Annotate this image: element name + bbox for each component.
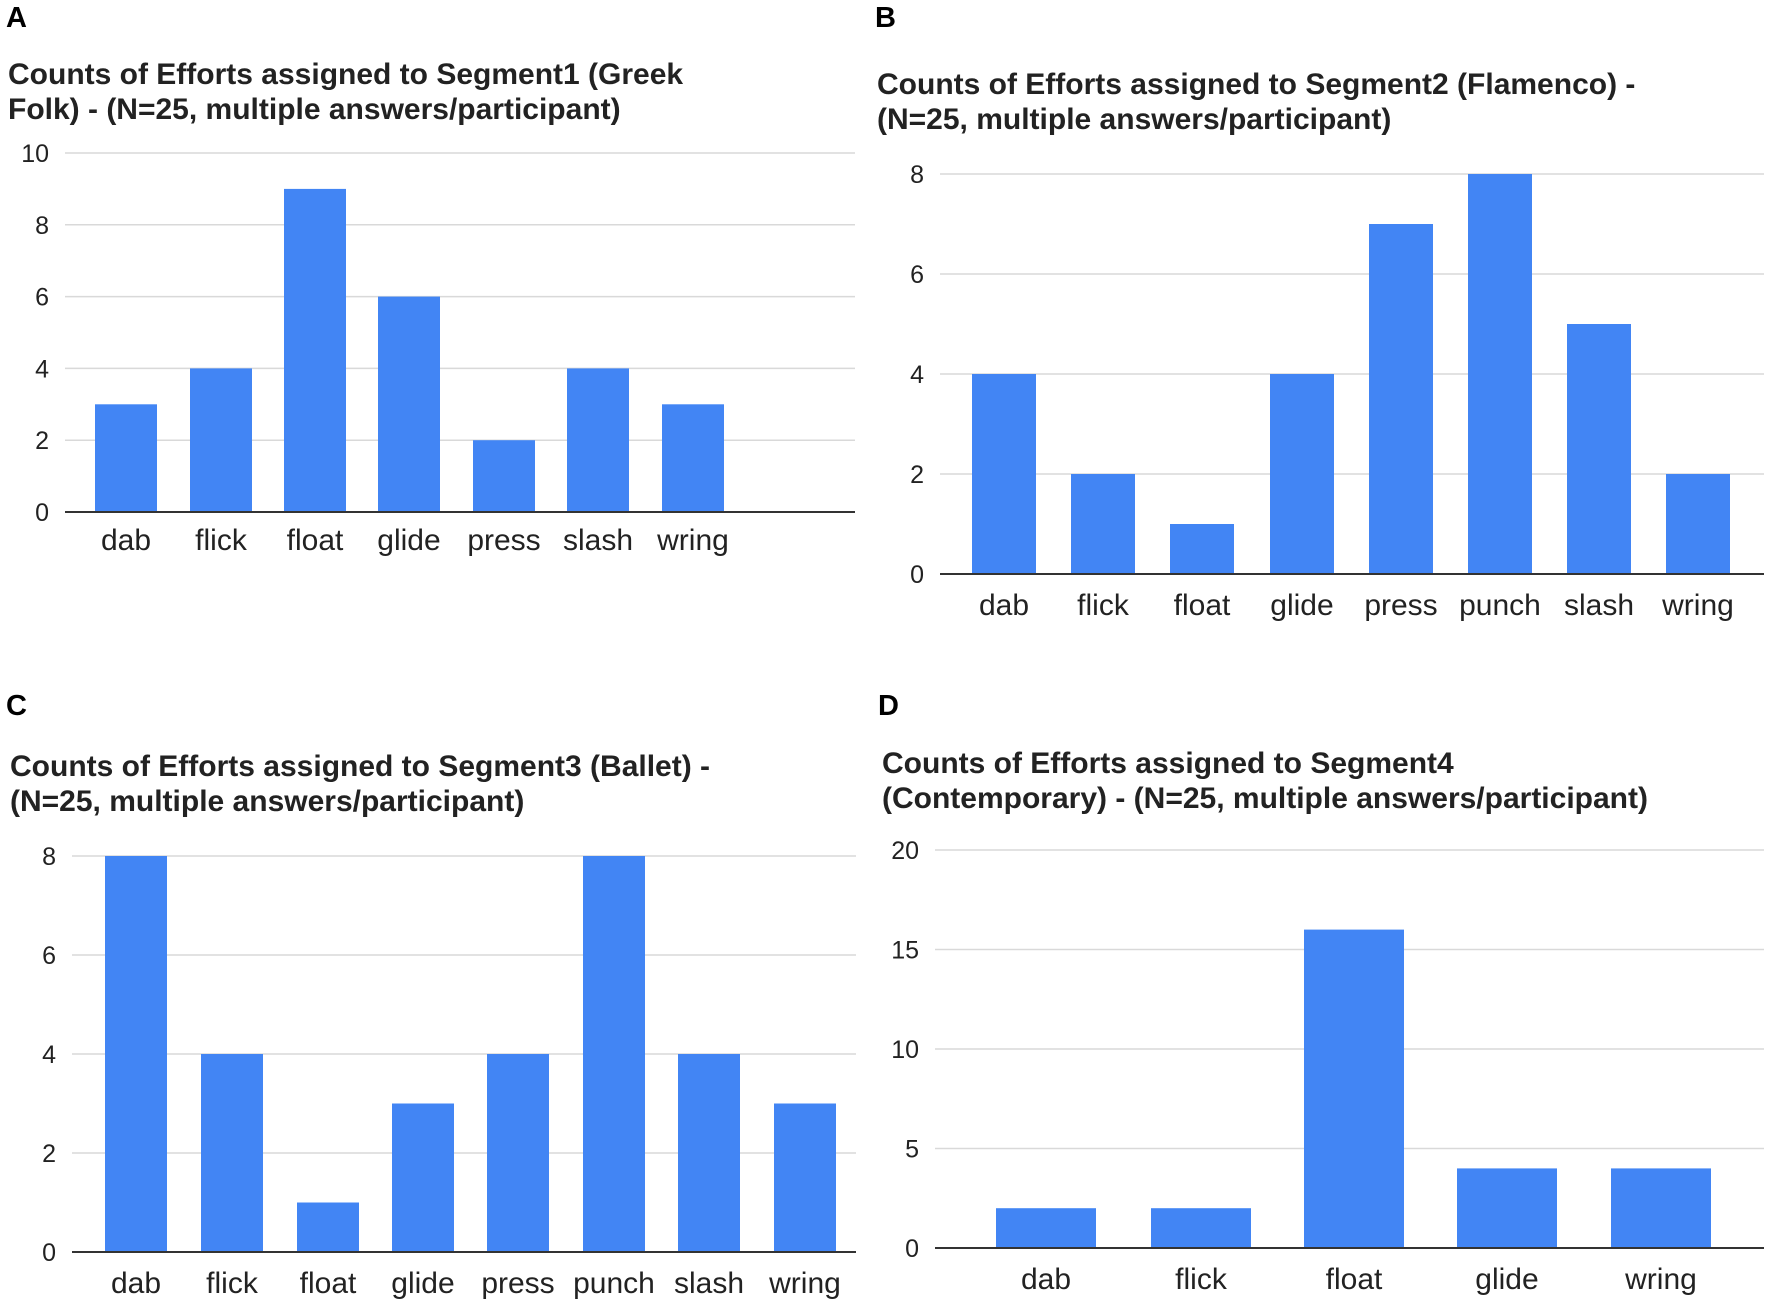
chart-title-b-line-1: Counts of Efforts assigned to Segment2 (… (877, 68, 1636, 101)
y-tick-label: 10 (891, 1036, 919, 1064)
x-tick-label: press (467, 524, 540, 557)
x-tick-label: punch (573, 1267, 655, 1300)
x-tick-label: wring (656, 524, 729, 557)
x-tick-label: float (1326, 1263, 1383, 1296)
bar-float (1170, 524, 1234, 574)
x-tick-label: dab (101, 524, 151, 557)
y-tick-label: 2 (910, 461, 924, 489)
x-tick-label: wring (768, 1267, 841, 1300)
y-tick-label: 6 (910, 261, 924, 289)
y-tick-label: 20 (891, 837, 919, 865)
y-tick-label: 0 (35, 499, 49, 527)
bar-dab (996, 1208, 1096, 1248)
y-tick-label: 4 (910, 361, 924, 389)
bar-glide (1457, 1168, 1557, 1248)
bar-press (1369, 224, 1433, 574)
panel-letter-d: D (878, 690, 899, 722)
bar-wring (1666, 474, 1730, 574)
y-tick-label: 15 (891, 937, 919, 965)
bar-punch (1468, 174, 1532, 574)
bar-float (1304, 929, 1404, 1248)
chart-title-b: Counts of Efforts assigned to Segment2 (… (877, 67, 1635, 137)
y-tick-label: 0 (910, 561, 924, 589)
bar-flick (1071, 474, 1135, 574)
y-tick-label: 8 (910, 161, 924, 189)
y-tick-label: 6 (42, 942, 56, 970)
x-tick-label: flick (206, 1267, 259, 1300)
chart-title-c-line-2: (N=25, multiple answers/participant) (10, 785, 525, 818)
x-tick-label: float (287, 524, 344, 557)
x-tick-label: glide (391, 1267, 454, 1300)
chart-title-b-line-2: (N=25, multiple answers/participant) (877, 103, 1392, 136)
x-tick-label: punch (1459, 589, 1541, 622)
panel-letter-c: C (6, 690, 27, 722)
x-tick-label: dab (1021, 1263, 1071, 1296)
x-tick-label: flick (195, 524, 248, 557)
bar-wring (774, 1103, 836, 1252)
x-tick-label: slash (674, 1267, 744, 1300)
y-tick-label: 8 (35, 212, 49, 240)
chart-title-a: Counts of Efforts assigned to Segment1 (… (8, 57, 683, 127)
chart-title-c-line-1: Counts of Efforts assigned to Segment3 (… (10, 750, 711, 783)
bar-dab (95, 404, 157, 512)
chart-title-a-line-1: Counts of Efforts assigned to Segment1 (… (8, 58, 684, 91)
bar-press (487, 1054, 549, 1252)
y-tick-label: 2 (35, 427, 49, 455)
x-tick-label: press (481, 1267, 554, 1300)
y-tick-label: 10 (21, 140, 49, 168)
x-tick-label: glide (1475, 1263, 1538, 1296)
bar-glide (392, 1103, 454, 1252)
y-tick-label: 8 (42, 843, 56, 871)
y-tick-label: 2 (42, 1140, 56, 1168)
x-tick-label: wring (1624, 1263, 1697, 1296)
bar-wring (1611, 1168, 1711, 1248)
x-tick-label: flick (1077, 589, 1130, 622)
x-tick-label: dab (979, 589, 1029, 622)
chart-title-a-line-2: Folk) - (N=25, multiple answers/particip… (8, 93, 621, 126)
bar-flick (1151, 1208, 1251, 1248)
x-tick-label: float (1174, 589, 1231, 622)
bar-slash (567, 368, 629, 512)
bar-slash (678, 1054, 740, 1252)
bar-flick (190, 368, 252, 512)
bar-float (297, 1202, 359, 1252)
panel-letter-b: B (875, 2, 896, 34)
chart-title-d-line-1: Counts of Efforts assigned to Segment4 (882, 747, 1454, 780)
x-tick-label: press (1364, 589, 1437, 622)
x-tick-label: dab (111, 1267, 161, 1300)
bar-dab (972, 374, 1036, 574)
panel-letter-a: A (6, 2, 27, 34)
x-tick-label: glide (377, 524, 440, 557)
y-tick-label: 6 (35, 284, 49, 312)
bar-press (473, 440, 535, 512)
bar-glide (1270, 374, 1334, 574)
bar-glide (378, 296, 440, 512)
y-tick-label: 4 (35, 355, 49, 383)
chart-title-d-line-2: (Contemporary) - (N=25, multiple answers… (882, 782, 1648, 815)
x-tick-label: float (300, 1267, 357, 1300)
bar-punch (583, 856, 645, 1252)
x-tick-label: flick (1175, 1263, 1228, 1296)
y-tick-label: 5 (905, 1136, 919, 1164)
x-tick-label: wring (1661, 589, 1734, 622)
bar-wring (662, 404, 724, 512)
bar-dab (105, 856, 167, 1252)
chart-title-c: Counts of Efforts assigned to Segment3 (… (10, 749, 710, 819)
y-tick-label: 0 (905, 1235, 919, 1263)
bar-flick (201, 1054, 263, 1252)
x-tick-label: slash (1564, 589, 1634, 622)
bar-float (284, 188, 346, 512)
x-tick-label: glide (1270, 589, 1333, 622)
chart-title-d: Counts of Efforts assigned to Segment4 (… (882, 746, 1648, 816)
y-tick-label: 4 (42, 1041, 56, 1069)
y-tick-label: 0 (42, 1239, 56, 1267)
x-tick-label: slash (563, 524, 633, 557)
bar-slash (1567, 324, 1631, 574)
